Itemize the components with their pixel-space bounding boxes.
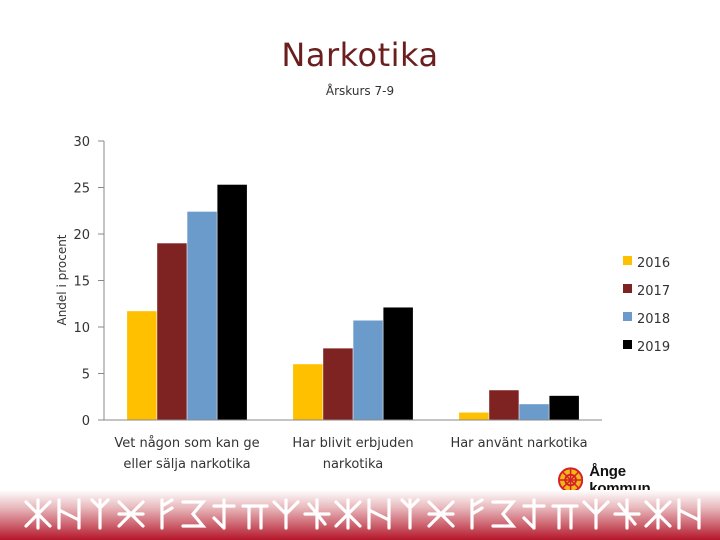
bar-2018-cat2 — [353, 320, 383, 420]
y-tick-label: 5 — [82, 368, 90, 383]
chart-subtitle: Årskurs 7-9 — [325, 84, 395, 98]
y-tick-label: 20 — [73, 228, 90, 243]
bar-2016-cat1 — [127, 311, 157, 420]
chart-title: Narkotika — [281, 36, 439, 74]
y-axis-label: Andel i procent — [55, 234, 69, 325]
legend-label: 2017 — [637, 284, 670, 299]
bar-2016-cat3 — [459, 412, 489, 420]
y-axis: 0 5 10 15 20 25 30 — [73, 135, 104, 429]
legend-swatch — [623, 256, 632, 265]
bar-2018-cat1 — [187, 211, 217, 420]
bar-2019-cat1 — [217, 184, 247, 420]
x-tick-label: Vet någon som kan ge — [114, 436, 259, 451]
bar-2019-cat3 — [549, 395, 579, 420]
bar-2016-cat2 — [293, 364, 323, 420]
legend-swatch — [623, 312, 632, 321]
legend: 2016 2017 2018 2019 — [623, 256, 670, 355]
x-axis: Vet någon som kan ge eller sälja narkotik… — [114, 436, 587, 472]
bar-2017-cat2 — [323, 348, 353, 420]
bar-2017-cat3 — [489, 390, 519, 420]
y-tick-label: 15 — [73, 275, 90, 290]
legend-label: 2016 — [637, 256, 670, 271]
bars — [127, 184, 579, 420]
y-tick-label: 30 — [73, 135, 90, 150]
bar-chart: Andel i procent 0 5 10 15 20 25 30 Vet någon s… — [55, 135, 670, 472]
x-tick-label: narkotika — [323, 457, 384, 472]
legend-swatch — [623, 340, 632, 349]
legend-label: 2018 — [637, 312, 670, 327]
runic-pattern-icon — [0, 490, 720, 540]
bar-2017-cat1 — [157, 243, 187, 420]
x-tick-label: Har blivit erbjuden — [292, 436, 413, 451]
bar-2019-cat2 — [383, 307, 413, 420]
legend-swatch — [623, 284, 632, 293]
y-tick-label: 0 — [82, 414, 90, 429]
x-tick-label: Har använt narkotika — [450, 436, 587, 451]
legend-label: 2019 — [637, 340, 670, 355]
bar-2018-cat3 — [519, 404, 549, 420]
x-tick-label: eller sälja narkotika — [123, 457, 250, 472]
y-tick-label: 25 — [73, 182, 90, 197]
y-tick-label: 10 — [73, 321, 90, 336]
